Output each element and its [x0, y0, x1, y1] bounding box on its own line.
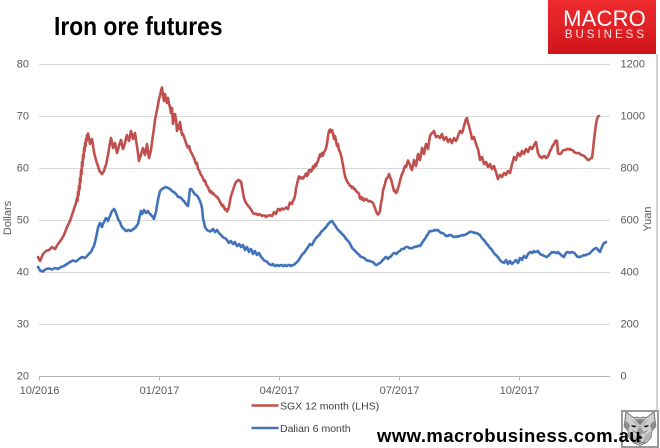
svg-text:Dollars: Dollars — [2, 200, 14, 235]
svg-text:60: 60 — [17, 163, 29, 175]
svg-text:20: 20 — [17, 371, 29, 383]
svg-text:200: 200 — [621, 319, 639, 331]
svg-text:SGX 12 month (LHS): SGX 12 month (LHS) — [280, 400, 379, 412]
svg-text:30: 30 — [17, 319, 29, 331]
svg-text:Yuan: Yuan — [642, 206, 654, 231]
svg-text:10/2016: 10/2016 — [20, 385, 60, 397]
svg-text:1000: 1000 — [621, 111, 645, 123]
svg-text:800: 800 — [621, 163, 639, 175]
svg-text:400: 400 — [621, 267, 639, 279]
svg-text:Dalian 6 month: Dalian 6 month — [280, 423, 351, 435]
svg-text:0: 0 — [621, 371, 627, 383]
svg-text:10/2017: 10/2017 — [500, 385, 540, 397]
svg-text:1200: 1200 — [621, 59, 645, 71]
svg-text:600: 600 — [621, 215, 639, 227]
svg-text:01/2017: 01/2017 — [140, 385, 180, 397]
svg-text:50: 50 — [17, 215, 29, 227]
svg-text:04/2017: 04/2017 — [260, 385, 300, 397]
svg-text:40: 40 — [17, 267, 29, 279]
svg-text:80: 80 — [17, 59, 29, 71]
svg-text:07/2017: 07/2017 — [380, 385, 420, 397]
svg-text:70: 70 — [17, 111, 29, 123]
